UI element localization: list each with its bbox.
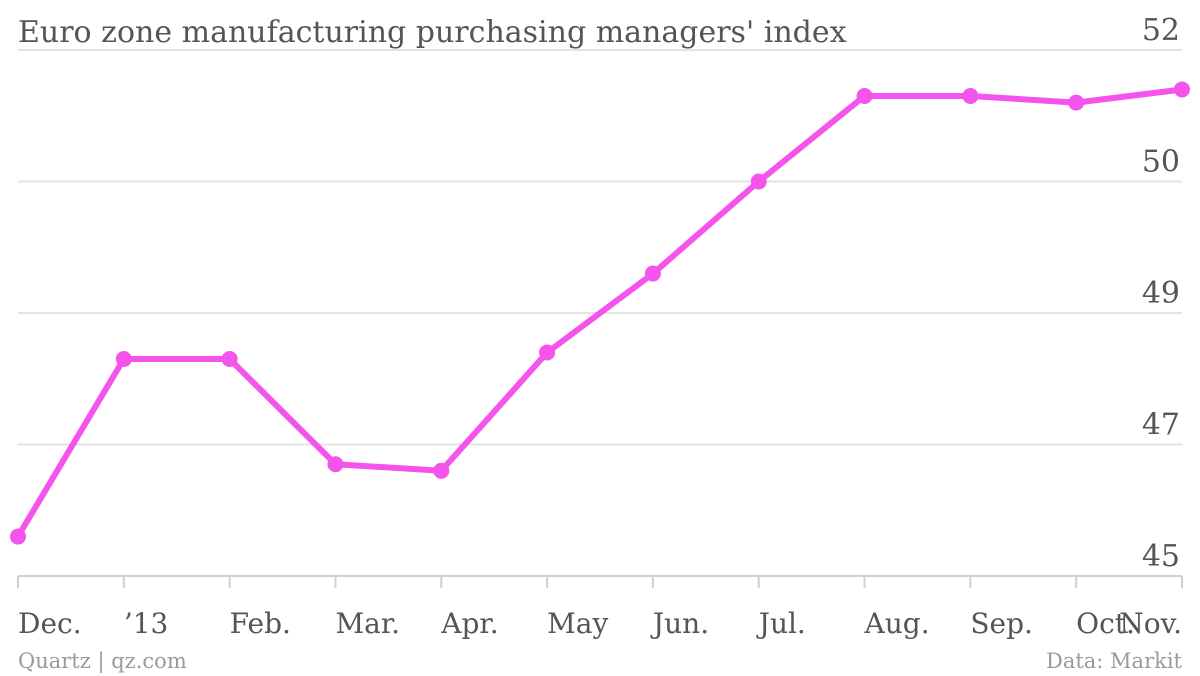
source-credit: Quartz | qz.com xyxy=(18,649,187,674)
x-tick-label: Aug. xyxy=(864,607,930,640)
data-point xyxy=(539,344,556,361)
y-tick-label: 47 xyxy=(1142,408,1180,443)
data-point xyxy=(221,351,238,368)
x-tick-label: Apr. xyxy=(440,607,498,640)
y-tick-label: 45 xyxy=(1142,539,1180,574)
x-tick-label: Oct. xyxy=(1076,607,1135,640)
x-tick-label: Jun. xyxy=(650,607,709,640)
chart-title: Euro zone manufacturing purchasing manag… xyxy=(18,15,847,50)
x-tick-label: Sep. xyxy=(970,607,1033,640)
data-point xyxy=(1068,94,1085,111)
data-point xyxy=(433,462,450,479)
series-line xyxy=(15,86,1185,540)
y-axis-ticks: 45 47 49 50 52 xyxy=(1142,13,1180,574)
data-point xyxy=(115,351,132,368)
x-axis-ticks: Dec. ’13 Feb. Mar. Apr. May Jun. Jul. Aug. Sep. Oc… xyxy=(17,576,1183,640)
x-tick-label: Mar. xyxy=(335,607,400,640)
data-source: Data: Markit xyxy=(1046,649,1183,673)
data-points xyxy=(10,81,1190,545)
data-point xyxy=(327,456,344,473)
data-point xyxy=(962,88,979,105)
data-point xyxy=(1174,81,1190,98)
x-tick-label: ’13 xyxy=(124,607,169,640)
x-tick-label: Jul. xyxy=(756,607,806,640)
data-point xyxy=(856,88,873,105)
y-tick-label: 52 xyxy=(1142,13,1180,48)
x-tick-label: Feb. xyxy=(230,607,291,640)
series-line-layer xyxy=(15,86,1185,540)
data-point xyxy=(750,173,767,190)
y-tick-label: 50 xyxy=(1142,145,1180,180)
data-point xyxy=(10,528,26,545)
x-tick-label: Nov. xyxy=(1119,607,1182,640)
x-tick-label: Dec. xyxy=(18,607,82,640)
x-tick-label: May xyxy=(547,607,608,640)
y-tick-label: 49 xyxy=(1142,276,1180,311)
data-point xyxy=(644,265,661,282)
